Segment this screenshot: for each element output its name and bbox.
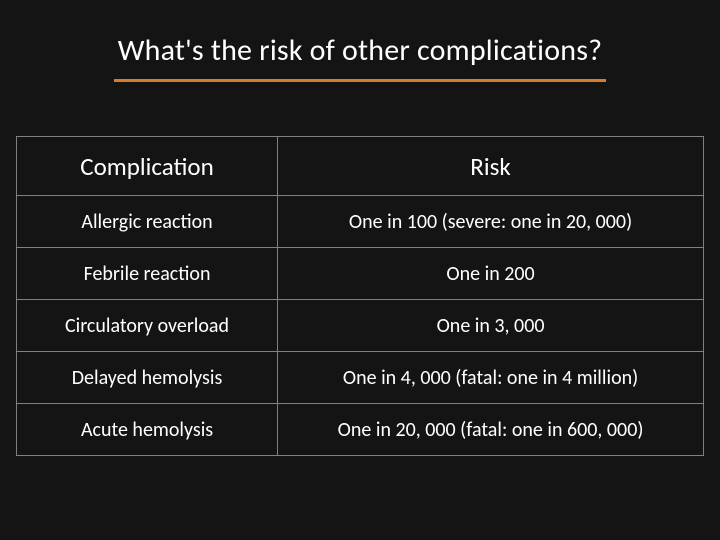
- table-header-row: Complication Risk: [17, 137, 704, 196]
- cell-complication: Circulatory overload: [17, 300, 278, 352]
- cell-complication: Delayed hemolysis: [17, 352, 278, 404]
- table-row: Acute hemolysis One in 20, 000 (fatal: o…: [17, 404, 704, 456]
- title-container: What's the risk of other complications?: [0, 32, 720, 82]
- table-row: Circulatory overload One in 3, 000: [17, 300, 704, 352]
- cell-risk: One in 100 (severe: one in 20, 000): [278, 196, 704, 248]
- cell-complication: Acute hemolysis: [17, 404, 278, 456]
- column-header-risk: Risk: [278, 137, 704, 196]
- cell-risk: One in 3, 000: [278, 300, 704, 352]
- slide: What's the risk of other complications? …: [0, 0, 720, 540]
- column-header-complication: Complication: [17, 137, 278, 196]
- table-container: Complication Risk Allergic reaction One …: [16, 136, 704, 456]
- cell-complication: Febrile reaction: [17, 248, 278, 300]
- cell-risk: One in 20, 000 (fatal: one in 600, 000): [278, 404, 704, 456]
- cell-risk: One in 200: [278, 248, 704, 300]
- complications-table: Complication Risk Allergic reaction One …: [16, 136, 704, 456]
- cell-complication: Allergic reaction: [17, 196, 278, 248]
- table-row: Febrile reaction One in 200: [17, 248, 704, 300]
- slide-title: What's the risk of other complications?: [114, 32, 607, 82]
- cell-risk: One in 4, 000 (fatal: one in 4 million): [278, 352, 704, 404]
- table-row: Allergic reaction One in 100 (severe: on…: [17, 196, 704, 248]
- table-row: Delayed hemolysis One in 4, 000 (fatal: …: [17, 352, 704, 404]
